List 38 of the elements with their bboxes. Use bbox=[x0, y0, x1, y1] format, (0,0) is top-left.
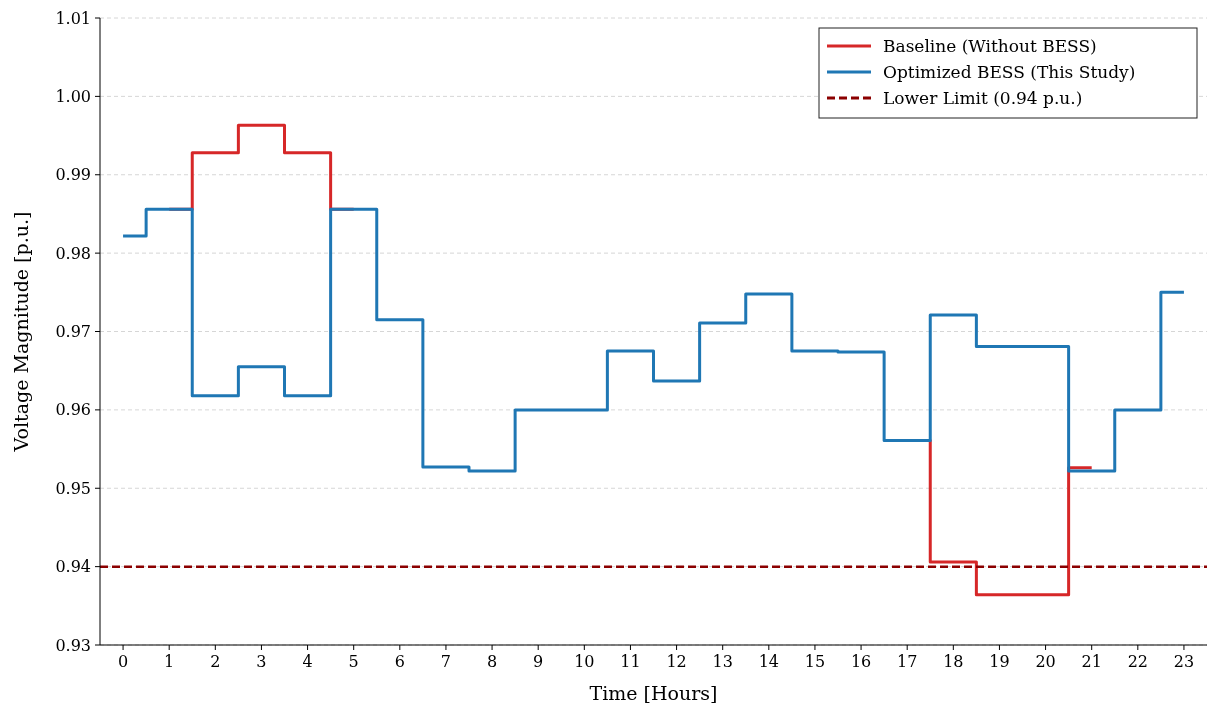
x-tick-label: 13 bbox=[712, 652, 733, 671]
x-tick-label: 8 bbox=[486, 652, 498, 671]
x-tick-label: 23 bbox=[1173, 652, 1195, 671]
y-tick-label: 0.94 bbox=[55, 557, 91, 577]
y-tick-label: 1.00 bbox=[55, 86, 91, 106]
x-tick-label: 16 bbox=[850, 652, 872, 671]
y-tick-label: 0.96 bbox=[55, 400, 91, 420]
x-tick-label: 4 bbox=[302, 652, 313, 671]
x-tick-label: 12 bbox=[666, 652, 687, 671]
x-tick-label: 19 bbox=[989, 652, 1010, 671]
y-tick-label: 0.93 bbox=[55, 635, 91, 655]
x-tick-label: 18 bbox=[943, 652, 964, 671]
x-tick-label: 20 bbox=[1035, 652, 1056, 671]
legend-label: Baseline (Without BESS) bbox=[883, 35, 1097, 56]
y-tick-label: 0.98 bbox=[55, 243, 91, 263]
x-tick-label: 0 bbox=[117, 652, 129, 671]
x-tick-label: 15 bbox=[804, 652, 826, 671]
y-axis-title: Voltage Magnitude [p.u.] bbox=[10, 211, 32, 453]
x-tick-label: 6 bbox=[394, 652, 405, 671]
y-tick-label: 1.01 bbox=[55, 8, 91, 28]
legend-label: Optimized BESS (This Study) bbox=[883, 61, 1136, 82]
x-tick-label: 1 bbox=[164, 652, 175, 671]
x-tick-label: 14 bbox=[758, 652, 779, 671]
x-tick-label: 9 bbox=[533, 652, 544, 671]
legend-label: Lower Limit (0.94 p.u.) bbox=[883, 87, 1083, 108]
y-tick-label: 0.95 bbox=[55, 478, 91, 498]
x-tick-label: 7 bbox=[440, 652, 452, 671]
x-tick-label: 11 bbox=[620, 652, 641, 671]
x-tick-label: 21 bbox=[1081, 652, 1102, 671]
x-tick-label: 2 bbox=[210, 652, 221, 671]
x-tick-label: 10 bbox=[574, 652, 595, 671]
y-tick-label: 0.99 bbox=[55, 165, 91, 185]
x-tick-label: 22 bbox=[1127, 652, 1148, 671]
x-tick-label: 5 bbox=[348, 652, 359, 671]
x-tick-label: 3 bbox=[256, 652, 267, 671]
x-tick-label: 17 bbox=[897, 652, 918, 671]
y-tick-label: 0.97 bbox=[55, 322, 91, 342]
x-axis-title: Time [Hours] bbox=[589, 682, 718, 704]
